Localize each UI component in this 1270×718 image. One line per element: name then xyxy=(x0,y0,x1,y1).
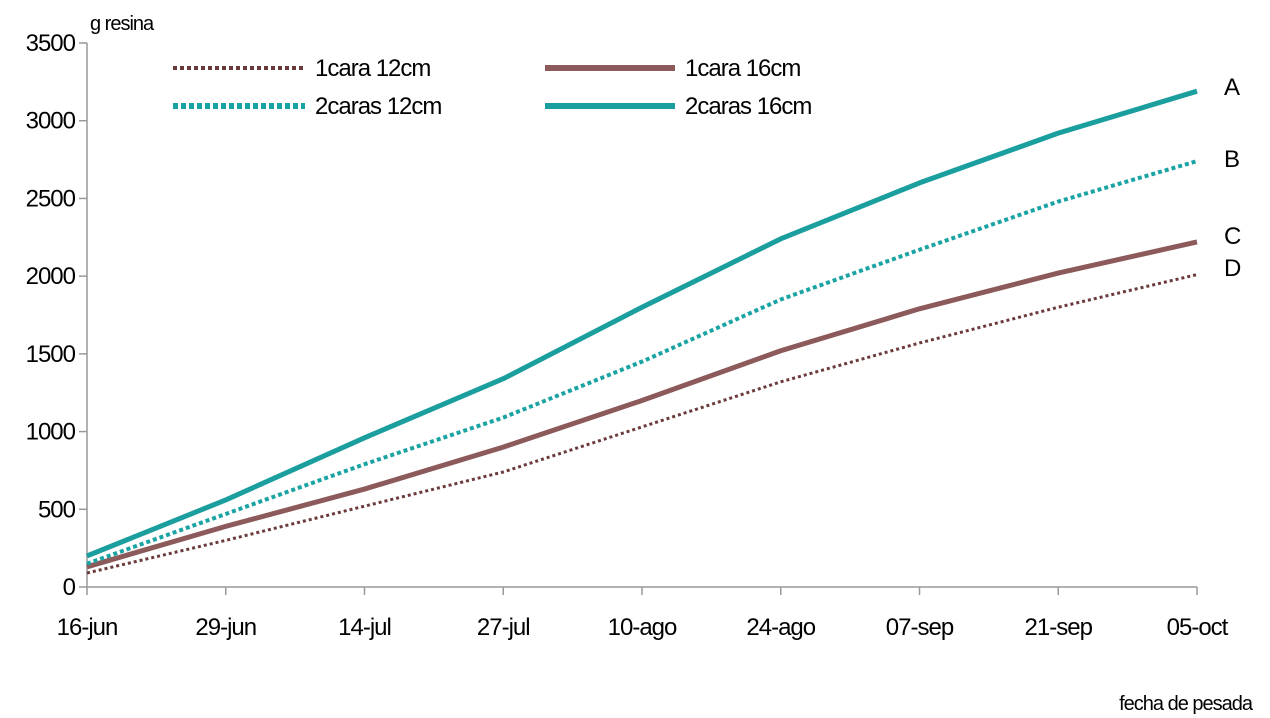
x-tick-label: 07-sep xyxy=(886,614,954,641)
y-tick-label: 3000 xyxy=(26,108,76,135)
y-tick-label: 1500 xyxy=(26,341,76,368)
y-tick-label: 2500 xyxy=(26,185,76,212)
y-tick-label: 3500 xyxy=(26,30,76,57)
x-axis-title: fecha de pesada xyxy=(1119,693,1254,715)
series-line-3 xyxy=(86,159,1198,566)
x-tick-label: 14-jul xyxy=(338,614,391,641)
x-tick-label: 10-ago xyxy=(608,614,677,641)
legend-label: 1cara 16cm xyxy=(685,55,800,82)
legend-label: 1cara 12cm xyxy=(315,55,430,82)
x-tick-label: 29-jun xyxy=(195,614,256,641)
series-line-4 xyxy=(86,88,1198,559)
y-tick-label: 1000 xyxy=(26,419,76,446)
series-end-labels: DC B A xyxy=(1224,74,1241,282)
series-line-1 xyxy=(86,273,1198,575)
series-line-2 xyxy=(86,239,1198,570)
series-end-label: C xyxy=(1224,223,1241,250)
series-end-label: B xyxy=(1224,146,1240,173)
x-axis: 16-jun 29-jun 14-jul 27-jul 10-ago 24-ago 07-s… xyxy=(57,586,1230,641)
y-tick-label: 2000 xyxy=(26,263,76,290)
series-lines xyxy=(86,88,1198,575)
legend-label: 2caras 12cm xyxy=(315,93,441,120)
y-axis-title: g resina xyxy=(90,13,155,35)
legend-label: 2caras 16cm xyxy=(685,93,811,120)
x-tick-label: 27-jul xyxy=(477,614,530,641)
x-tick-label: 21-sep xyxy=(1025,614,1093,641)
legend: 1cara 12cm 1cara 16cm 2caras 12cm 2caras 16… xyxy=(173,55,812,120)
y-tick-label: 0 xyxy=(63,574,76,601)
y-axis: 0 500 1000 1500 2000 2500 3000 3500 xyxy=(26,30,88,601)
x-tick-label: 24-ago xyxy=(746,614,815,641)
series-end-label: D xyxy=(1224,255,1241,282)
y-tick-label: 500 xyxy=(38,496,76,523)
series-end-label: A xyxy=(1224,74,1240,101)
x-tick-label: 05-oct xyxy=(1167,614,1229,641)
x-tick-label: 16-jun xyxy=(57,614,118,641)
